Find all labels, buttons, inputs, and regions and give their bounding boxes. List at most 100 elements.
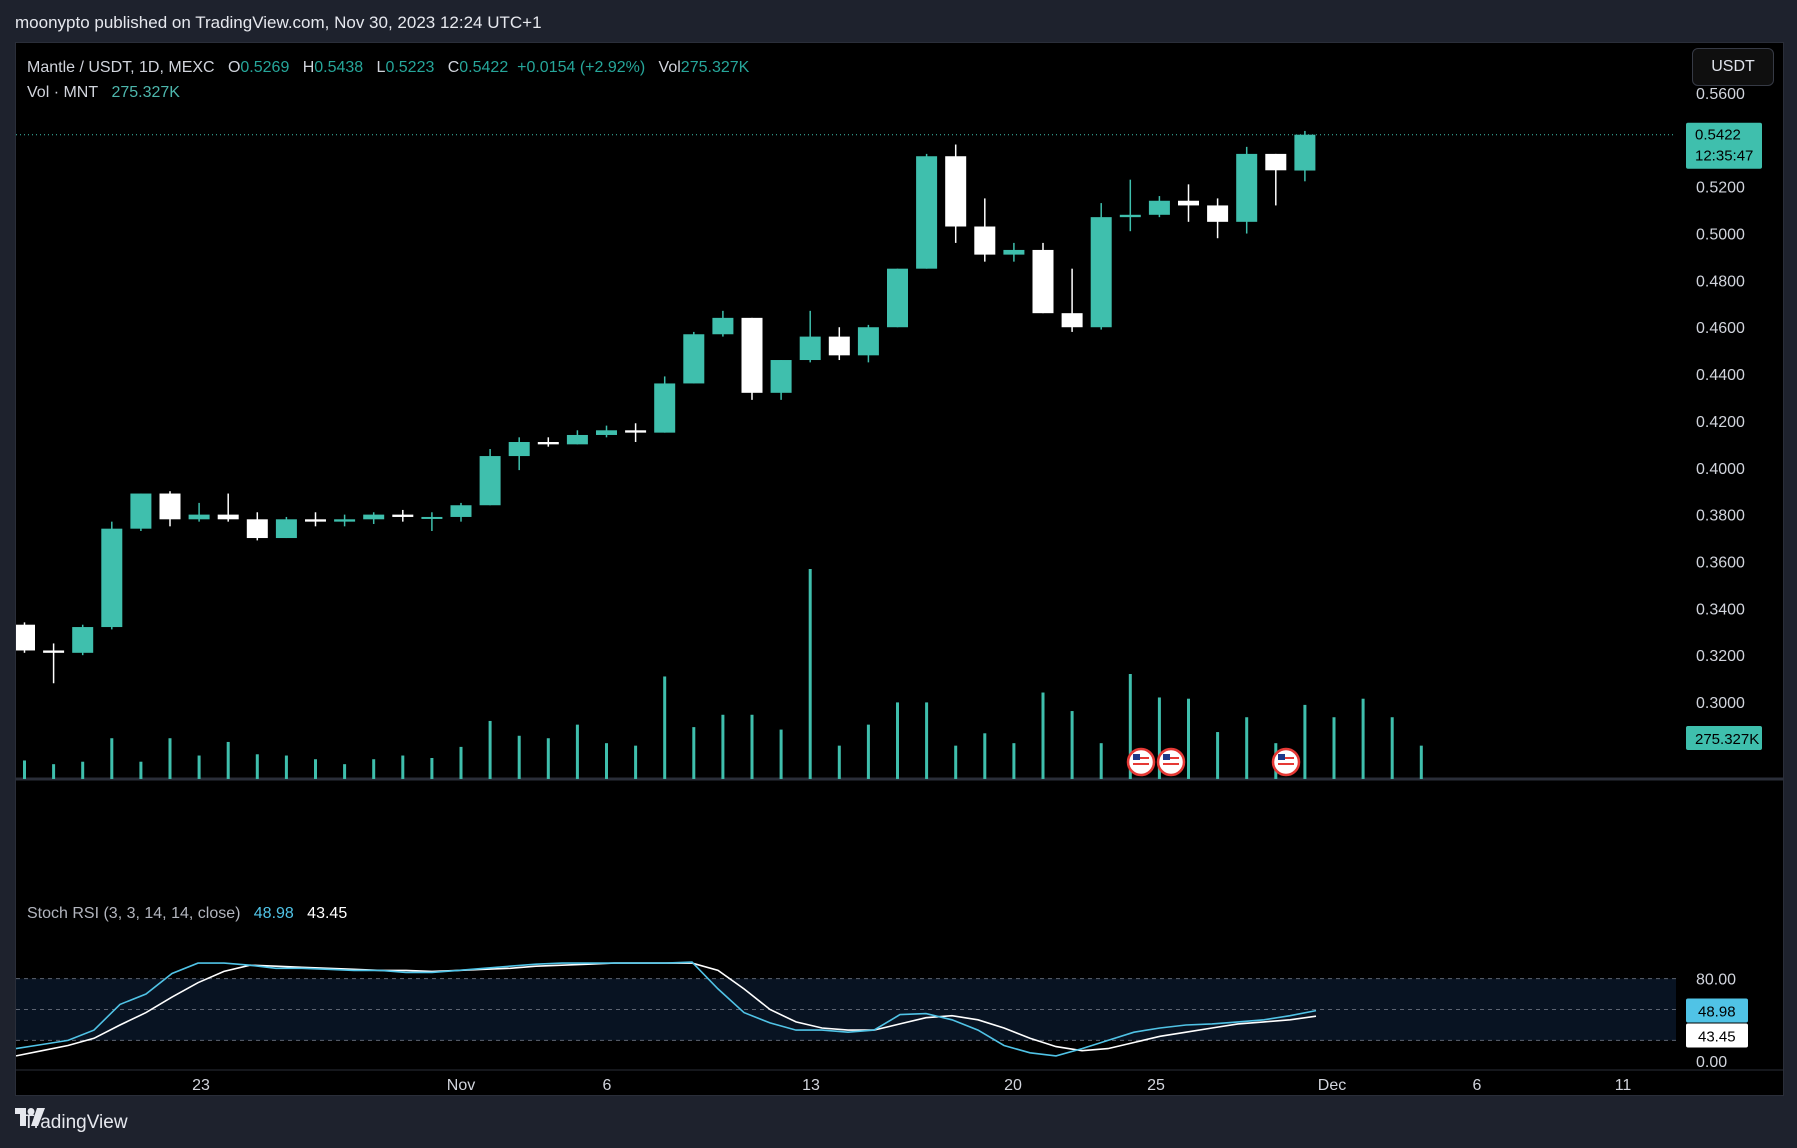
volume-bar bbox=[866, 724, 870, 779]
us-flag-event-icon[interactable] bbox=[1271, 747, 1301, 777]
time-axis-label: 11 bbox=[1615, 1077, 1632, 1094]
us-flag-event-icon[interactable] bbox=[1156, 747, 1186, 777]
legend-symbol[interactable]: Mantle / USDT, 1D, MEXC bbox=[27, 59, 215, 76]
rsi-axis-label: 0.00 bbox=[1696, 1054, 1727, 1071]
stoch-rsi-label: Stoch RSI (3, 3, 14, 14, close) bbox=[27, 905, 241, 922]
price-axis-label: 0.5000 bbox=[1696, 227, 1745, 244]
time-axis-label: Nov bbox=[447, 1077, 475, 1094]
legend-low: 0.5223 bbox=[385, 59, 435, 76]
rsi-d-badge bbox=[1686, 1023, 1748, 1048]
stoch-rsi-legend[interactable]: Stoch RSI (3, 3, 14, 14, close) 48.98 43… bbox=[27, 905, 347, 923]
volume-bar bbox=[1303, 704, 1307, 779]
flag-stripe bbox=[1278, 757, 1294, 759]
candle-body bbox=[275, 519, 297, 539]
flag-stripe bbox=[1163, 763, 1179, 765]
volume-bar bbox=[517, 735, 521, 779]
candle-body bbox=[43, 650, 65, 653]
price-axis-label: 0.4200 bbox=[1696, 414, 1745, 431]
volume-bar bbox=[314, 759, 317, 779]
flag-stripe bbox=[1133, 757, 1149, 759]
candle-body bbox=[246, 519, 268, 539]
volume-bar bbox=[23, 760, 26, 779]
legend-vol-label: Vol bbox=[658, 59, 681, 76]
volume-badge-value: 275.327K bbox=[1695, 731, 1759, 748]
candle-body bbox=[712, 317, 734, 335]
rsi-d-badge-value: 43.45 bbox=[1698, 1029, 1736, 1046]
volume-bar bbox=[546, 738, 550, 779]
time-axis-label: Dec bbox=[1318, 1077, 1346, 1094]
candle-body bbox=[392, 514, 414, 517]
rsi-k-badge bbox=[1686, 998, 1748, 1023]
candle-body bbox=[1148, 200, 1170, 215]
volume-bar bbox=[1419, 745, 1423, 779]
candle-body bbox=[741, 317, 763, 393]
legend-change: +0.0154 (+2.92%) bbox=[517, 59, 646, 76]
volume-bar bbox=[925, 702, 929, 779]
volume-bar bbox=[488, 720, 492, 779]
volume-bar bbox=[110, 738, 114, 779]
candle-body bbox=[945, 156, 967, 227]
currency-button[interactable]: USDT bbox=[1692, 48, 1774, 86]
volume-bar bbox=[779, 729, 783, 779]
flag-circle bbox=[1156, 747, 1186, 777]
volume-bar bbox=[52, 764, 56, 779]
legend-high-label: H bbox=[302, 59, 315, 76]
time-axis-label: 13 bbox=[802, 1077, 820, 1094]
price-axis-label: 0.4600 bbox=[1696, 320, 1745, 337]
legend-close: 0.5422 bbox=[459, 59, 509, 76]
volume-bar bbox=[343, 764, 347, 779]
volume-bar bbox=[372, 759, 376, 779]
us-flag-event-icon[interactable] bbox=[1126, 747, 1156, 777]
volume-bar bbox=[255, 754, 259, 779]
candle-body bbox=[1178, 200, 1199, 206]
legend-close-label: C bbox=[447, 59, 460, 76]
price-axis-label: 0.5200 bbox=[1696, 180, 1745, 197]
volume-bar bbox=[750, 714, 754, 779]
time-axis-label: 25 bbox=[1147, 1077, 1165, 1094]
candle-body bbox=[101, 528, 123, 628]
candle-body bbox=[421, 516, 443, 519]
volume-bar bbox=[226, 741, 230, 779]
volume-bar bbox=[459, 746, 463, 779]
legend-low-label: L bbox=[376, 59, 386, 76]
price-axis-label: 0.3400 bbox=[1696, 601, 1745, 618]
stoch-rsi-k-line bbox=[16, 961, 1317, 1057]
flag-stripe bbox=[1278, 763, 1294, 765]
price-axis-label: 0.4800 bbox=[1696, 273, 1745, 290]
chart-frame[interactable]: 0.5600 0.5200 0.5000 0.4800 0.4600 0.4400 0.42… bbox=[15, 42, 1784, 1096]
candle-body bbox=[596, 430, 617, 435]
footer-brand[interactable]: TradingView bbox=[23, 1112, 128, 1133]
volume-indicator-label[interactable]: Vol · MNT bbox=[27, 84, 99, 101]
volume-bar bbox=[1041, 692, 1045, 779]
candle-body bbox=[16, 624, 35, 651]
volume-bar bbox=[1099, 743, 1103, 779]
price-badge-countdown: 12:35:47 bbox=[1695, 148, 1753, 165]
volume-bar bbox=[1070, 711, 1074, 779]
volume-bar bbox=[139, 761, 143, 779]
volume-bar bbox=[575, 724, 579, 779]
candle-body bbox=[188, 514, 210, 520]
rsi-k-badge-value: 48.98 bbox=[1698, 1004, 1736, 1021]
price-badge-price: 0.5422 bbox=[1695, 127, 1741, 144]
rsi-axis-label: 80.00 bbox=[1696, 972, 1736, 989]
chart-legend: Mantle / USDT, 1D, MEXC O0.5269 H0.5438 … bbox=[27, 55, 749, 105]
volume-bar bbox=[81, 761, 85, 779]
candle-body bbox=[130, 493, 152, 529]
candle-body bbox=[334, 519, 356, 522]
volume-bar bbox=[721, 714, 725, 779]
legend-open-label: O bbox=[227, 59, 241, 76]
candle-body bbox=[916, 156, 938, 269]
price-axis-label: 0.5600 bbox=[1696, 86, 1745, 103]
legend-open: 0.5269 bbox=[240, 59, 290, 76]
candle-body bbox=[625, 430, 647, 433]
volume-bar bbox=[1216, 732, 1220, 779]
chart-canvas[interactable]: 0.5600 0.5200 0.5000 0.4800 0.4600 0.4400 0.42… bbox=[16, 43, 1783, 1095]
candle-body bbox=[363, 514, 385, 520]
candle-body bbox=[857, 327, 879, 356]
volume-bar bbox=[954, 745, 958, 779]
stoch-rsi-k-value: 48.98 bbox=[253, 905, 294, 922]
candle-body bbox=[1294, 134, 1316, 171]
volume-bar bbox=[1361, 698, 1365, 779]
volume-bar bbox=[1012, 743, 1016, 779]
volume-bar bbox=[1128, 674, 1132, 779]
